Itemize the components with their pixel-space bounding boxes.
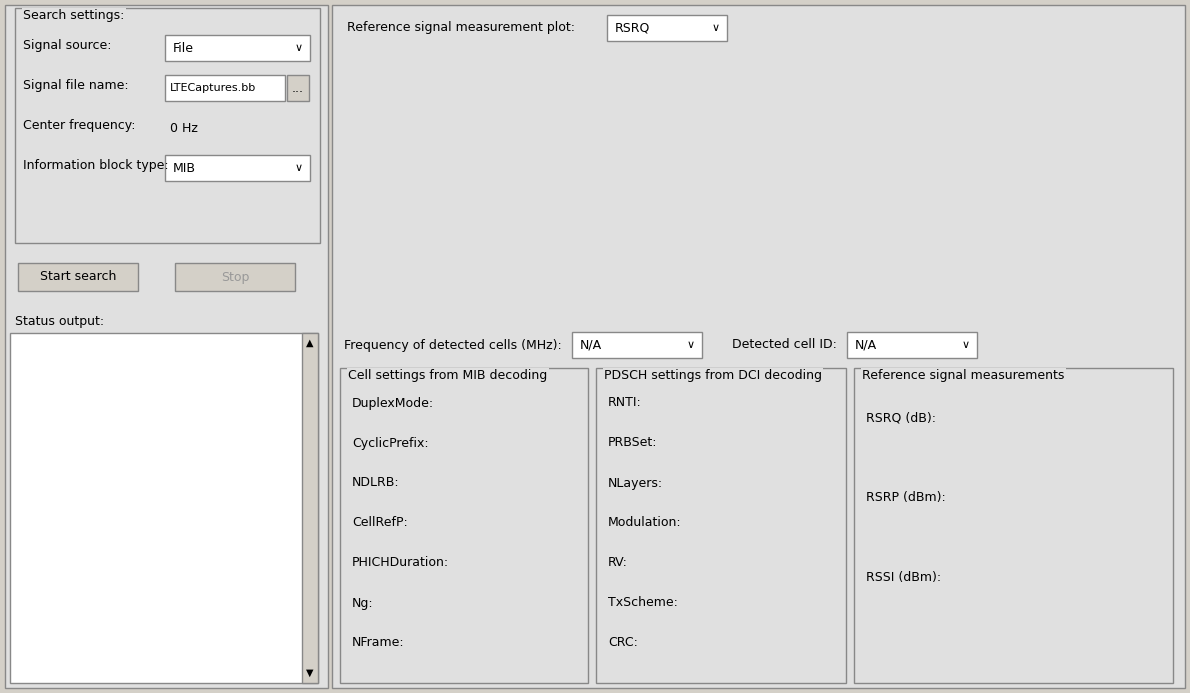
Text: RV:: RV: [608, 556, 628, 570]
Text: File: File [173, 42, 194, 55]
Text: ∨: ∨ [295, 163, 303, 173]
Text: ∨: ∨ [962, 340, 970, 350]
Text: N/A: N/A [854, 338, 877, 351]
Title: RSRQ vs Frequency: RSRQ vs Frequency [637, 112, 789, 126]
Text: ∨: ∨ [687, 340, 695, 350]
Text: PHICHDuration:: PHICHDuration: [352, 556, 449, 570]
Text: Stop: Stop [221, 270, 249, 283]
Text: Signal source:: Signal source: [23, 39, 112, 51]
Text: RSRQ (dB):: RSRQ (dB): [866, 412, 937, 425]
Text: Ng:: Ng: [352, 597, 374, 610]
Text: RSRP (dBm):: RSRP (dBm): [866, 491, 946, 505]
Text: PDSCH settings from DCI decoding: PDSCH settings from DCI decoding [605, 369, 822, 382]
Text: Start search: Start search [39, 270, 117, 283]
Text: ∨: ∨ [712, 23, 720, 33]
Text: Center frequency:: Center frequency: [23, 119, 136, 132]
Text: ...: ... [292, 82, 303, 94]
X-axis label: Frequency (MHz): Frequency (MHz) [660, 318, 765, 331]
Text: CRC:: CRC: [608, 636, 638, 649]
Text: ▲: ▲ [306, 338, 314, 348]
Y-axis label: RSRQ (dB): RSRQ (dB) [420, 179, 433, 245]
Text: ∨: ∨ [295, 43, 303, 53]
Text: Reference signal measurements: Reference signal measurements [862, 369, 1064, 382]
Text: Signal file name:: Signal file name: [23, 78, 129, 91]
Text: RSSI (dBm):: RSSI (dBm): [866, 572, 941, 584]
Text: Reference signal measurement plot:: Reference signal measurement plot: [347, 21, 575, 35]
Text: DuplexMode:: DuplexMode: [352, 396, 434, 410]
Text: 0 Hz: 0 Hz [170, 121, 198, 134]
Text: RSRQ: RSRQ [615, 21, 651, 35]
Text: CyclicPrefix:: CyclicPrefix: [352, 437, 428, 450]
Text: LTECaptures.bb: LTECaptures.bb [170, 83, 256, 93]
Text: Cell settings from MIB decoding: Cell settings from MIB decoding [347, 369, 547, 382]
Text: PRBSet:: PRBSet: [608, 437, 658, 450]
Text: N/A: N/A [580, 338, 602, 351]
Text: Frequency of detected cells (MHz):: Frequency of detected cells (MHz): [344, 338, 562, 351]
Text: RNTI:: RNTI: [608, 396, 641, 410]
Text: TxScheme:: TxScheme: [608, 597, 678, 610]
Text: Information block type:: Information block type: [23, 159, 169, 171]
Text: Modulation:: Modulation: [608, 516, 682, 529]
Text: MIB: MIB [173, 161, 196, 175]
Text: ▼: ▼ [306, 668, 314, 678]
Text: Status output:: Status output: [15, 315, 105, 328]
Text: Detected cell ID:: Detected cell ID: [732, 338, 837, 351]
Text: NDLRB:: NDLRB: [352, 477, 400, 489]
Text: Search settings:: Search settings: [23, 9, 125, 22]
Text: NFrame:: NFrame: [352, 636, 405, 649]
Text: NLayers:: NLayers: [608, 477, 663, 489]
Text: CellRefP:: CellRefP: [352, 516, 408, 529]
